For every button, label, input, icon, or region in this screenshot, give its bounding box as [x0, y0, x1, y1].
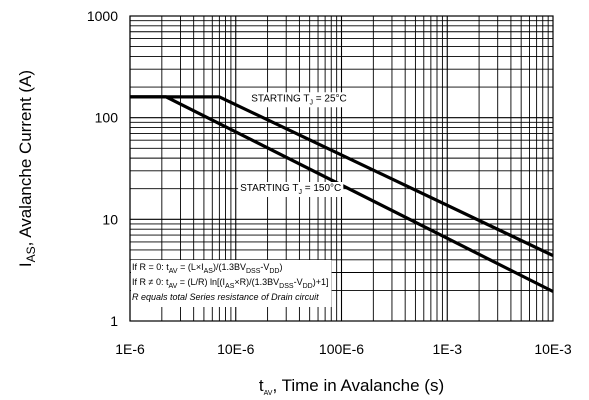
series-label-tj-25c: STARTING TJ = 25°C	[249, 92, 349, 108]
formula-note-background	[131, 260, 332, 307]
series-label-background	[249, 92, 349, 108]
x-tick-label: 10E-6	[217, 341, 255, 357]
y-tick-labels: 1 10 100 1000	[87, 8, 118, 329]
series-label-tj-150c: STARTING TJ = 150°C	[238, 181, 344, 197]
x-tick-labels: 1E-6 10E-6 100E-6 1E-3 10E-3	[115, 341, 572, 357]
x-tick-label: 100E-6	[319, 341, 364, 357]
formula-note-line: If R = 0: tAV = (L×IAS)/(1.3BVDSS-VDD)	[132, 262, 283, 275]
formula-notes: If R = 0: tAV = (L×IAS)/(1.3BVDSS-VDD) If…	[132, 262, 328, 302]
plot-frame	[129, 15, 554, 322]
y-tick-label: 1	[110, 313, 118, 329]
x-tick-label: 1E-3	[432, 341, 462, 357]
x-axis-label: tAV, Time in Avalanche (s)	[259, 376, 444, 397]
y-tick-label: 1000	[87, 8, 118, 24]
series-label-text: STARTING TJ = 25°C	[251, 93, 347, 106]
series-labels: STARTING TJ = 25°C STARTING TJ = 150°C	[238, 92, 349, 197]
formula-note-line: R equals total Series resistance of Drai…	[132, 292, 319, 302]
y-tick-label: 100	[95, 110, 119, 126]
series-label-background	[238, 181, 344, 197]
series-lines	[130, 95, 554, 293]
series-label-text: STARTING TJ = 150°C	[240, 183, 341, 196]
x-tick-label: 10E-3	[534, 341, 572, 357]
y-tick-label: 10	[102, 211, 118, 227]
x-tick-label: 1E-6	[115, 341, 145, 357]
y-axis-label: IAS, Avalanche Current (A)	[16, 70, 38, 267]
series-line-tj-150c	[130, 95, 554, 293]
formula-note-line: If R ≠ 0: tAV = (L/R) ln[(IAS×R)/(1.3BVD…	[132, 277, 328, 290]
